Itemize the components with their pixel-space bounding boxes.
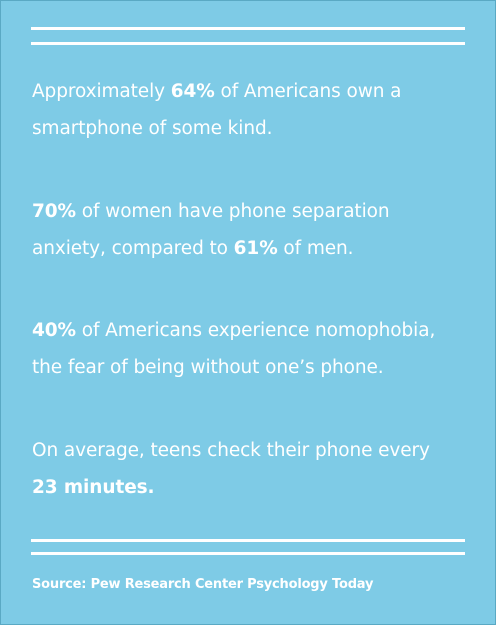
stat-highlight: 40%	[32, 320, 76, 341]
stat-text: of Americans own a	[214, 81, 402, 102]
stat-teen-phone-checks: On average, teens check their phone ever…	[32, 432, 472, 506]
stat-text: of women have phone separation	[75, 201, 390, 222]
stat-text: Approximately	[32, 81, 171, 102]
top-divider-inner	[31, 42, 465, 45]
stat-smartphone-ownership: Approximately 64% of Americans own a sma…	[32, 73, 472, 147]
bottom-divider	[31, 539, 465, 542]
stat-highlight: 61%	[233, 238, 278, 259]
stat-highlight: 23 minutes.	[32, 477, 155, 498]
stat-nomophobia: 40% of Americans experience nomophobia, …	[32, 312, 472, 386]
stat-separation-anxiety: 70% of women have phone separation anxie…	[32, 193, 472, 267]
stat-text: smartphone of some kind.	[32, 118, 273, 139]
stat-text: anxiety, compared to	[32, 238, 234, 259]
top-divider	[31, 27, 465, 30]
stat-highlight: 64%	[170, 81, 215, 102]
stat-text: the fear of being without one’s phone.	[32, 357, 384, 378]
bottom-divider-inner	[31, 552, 465, 555]
source-credit: Source: Pew Research Center Psychology T…	[32, 577, 374, 592]
stat-text: On average, teens check their phone ever…	[32, 440, 430, 461]
stat-highlight: 70%	[32, 201, 76, 222]
stat-text: of men.	[277, 238, 354, 259]
stat-text: of Americans experience nomophobia,	[75, 320, 436, 341]
